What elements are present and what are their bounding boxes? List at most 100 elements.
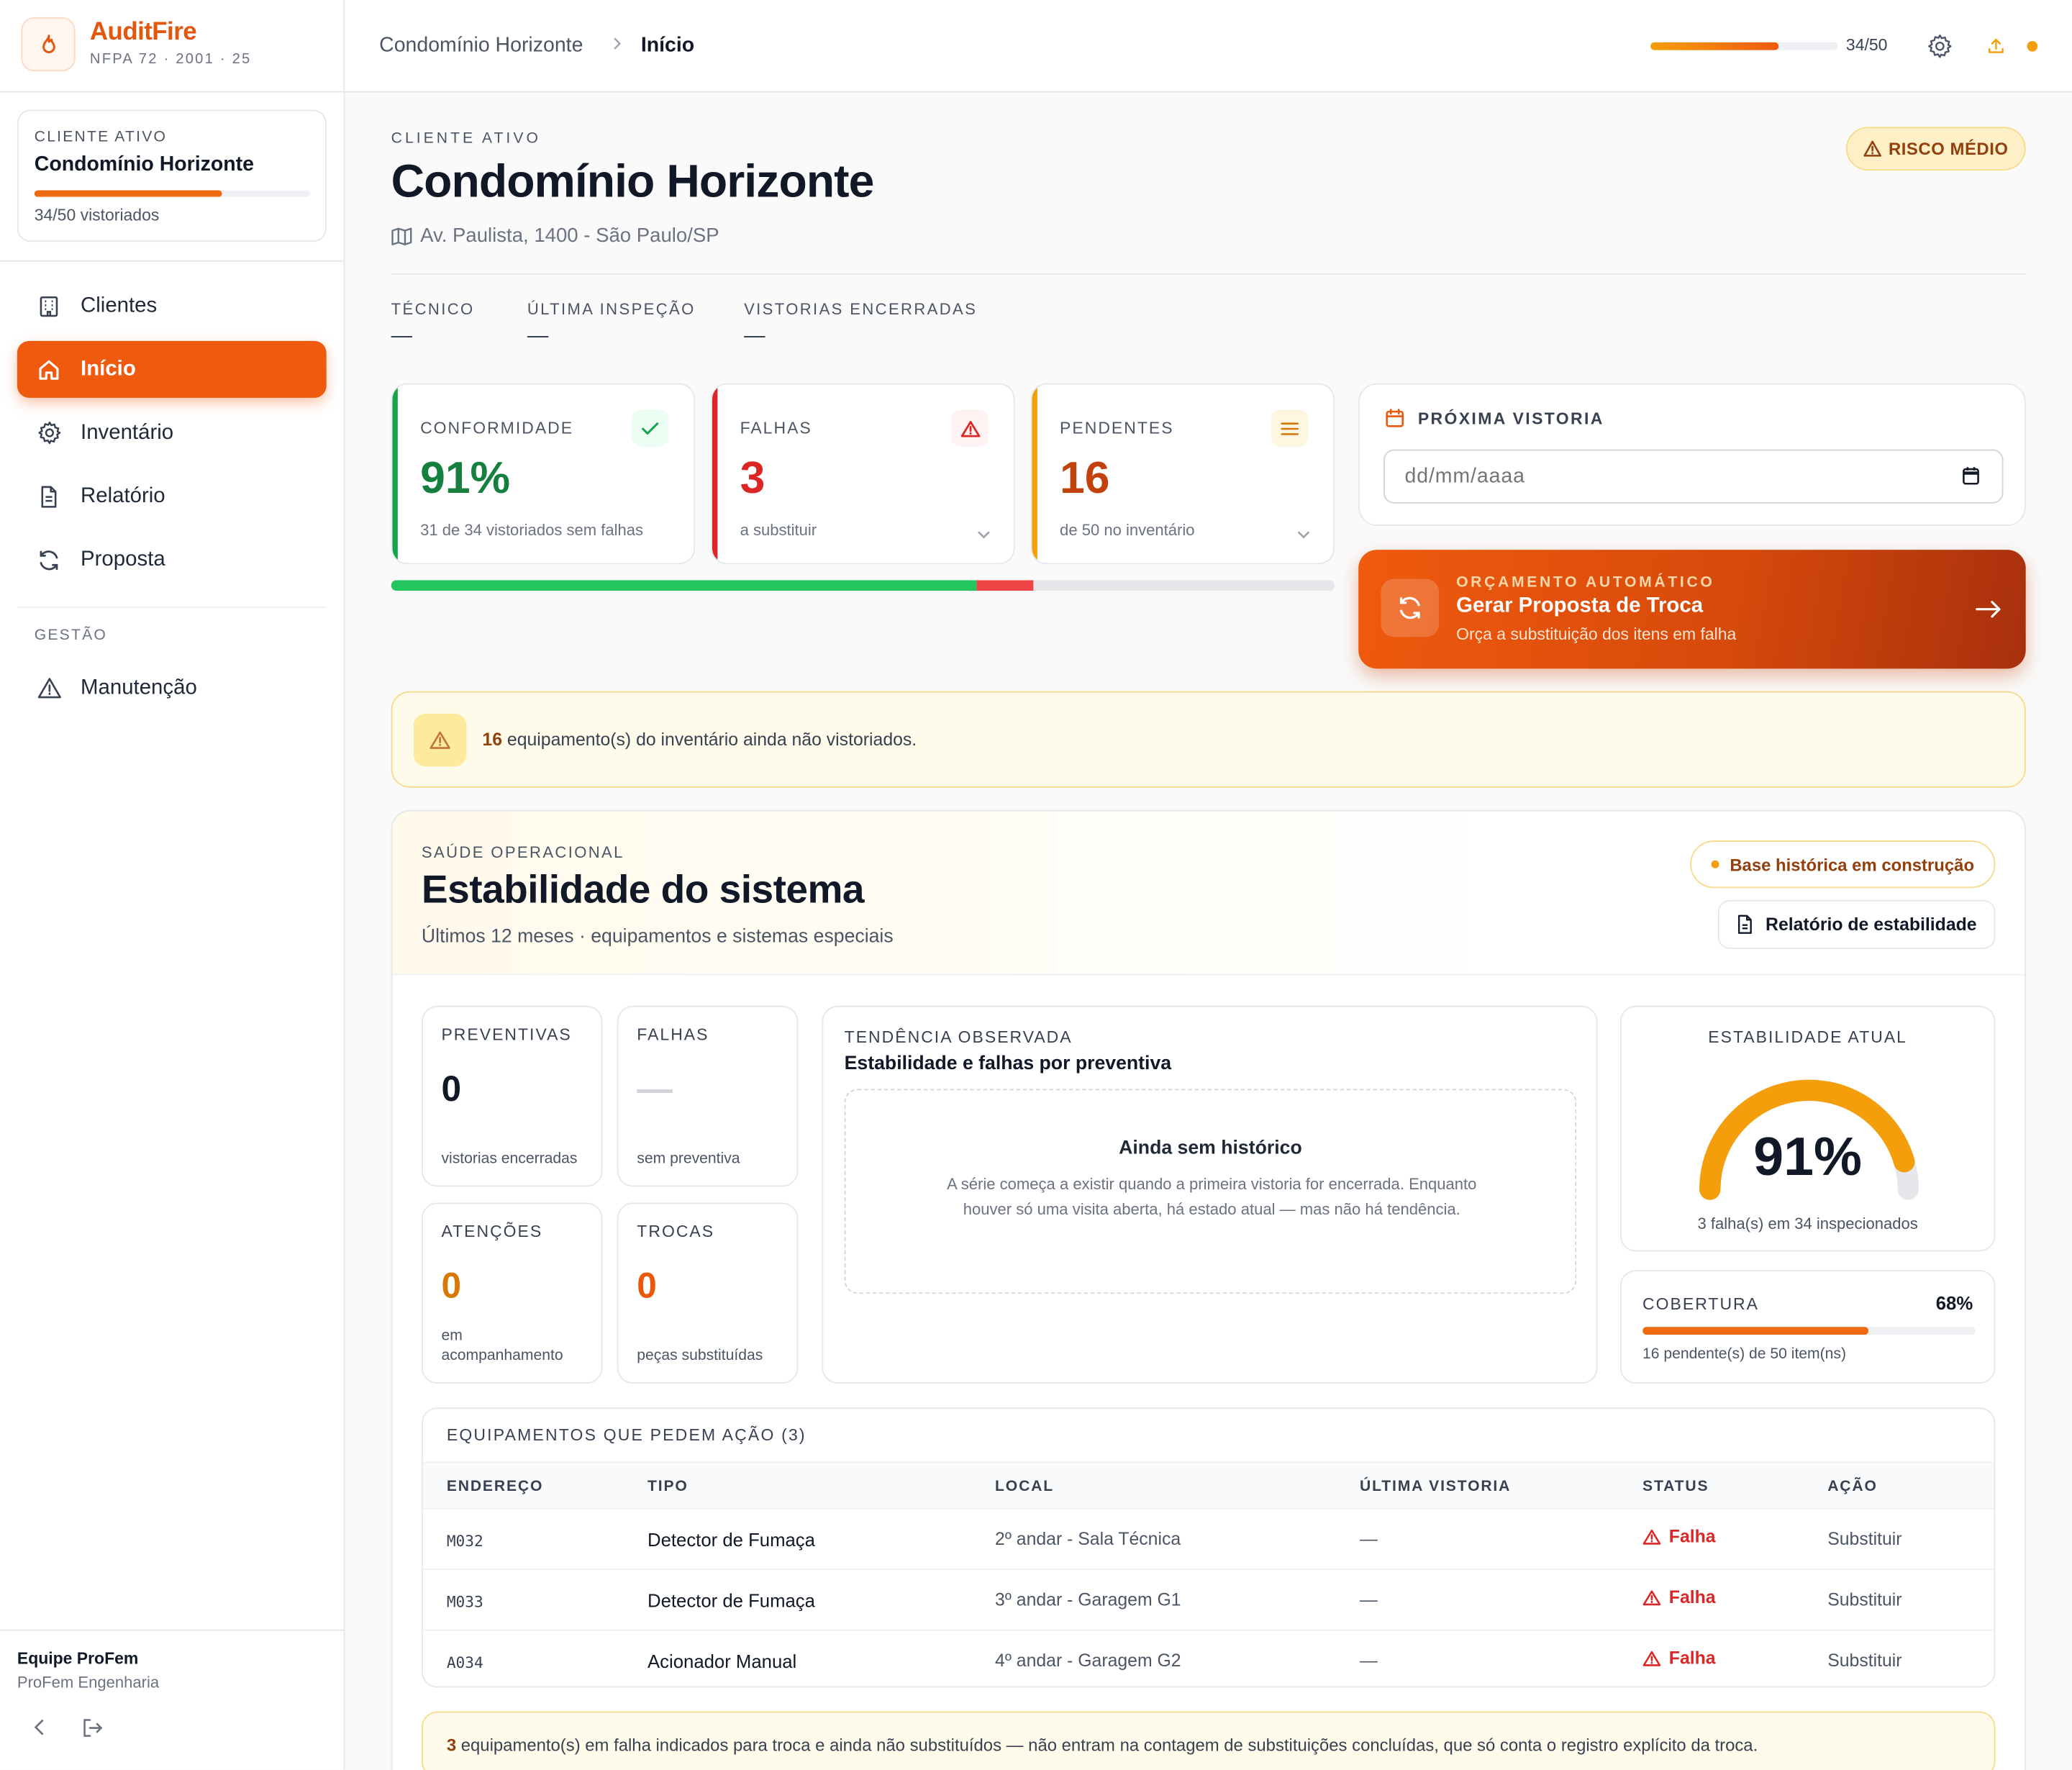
kpi-label: PENDENTES xyxy=(1060,419,1174,437)
trend-kicker: TENDÊNCIA OBSERVADA xyxy=(844,1027,1073,1047)
header-progress-fill xyxy=(1650,42,1778,50)
stat-label: ATENÇÕES xyxy=(441,1222,543,1241)
sidebar-item-label: Relatório xyxy=(81,484,165,507)
stat-label: FALHAS xyxy=(637,1025,709,1045)
document-icon xyxy=(36,483,63,509)
table-row[interactable]: M032 Detector de Fumaça 2º andar - Sala … xyxy=(422,1507,1994,1569)
table-row[interactable]: A034 Acionador Manual 4º andar - Garagem… xyxy=(422,1629,1994,1687)
chevron-down-icon[interactable] xyxy=(976,522,991,546)
sidebar-item-inventario[interactable]: Inventário xyxy=(17,404,327,461)
settings-button[interactable] xyxy=(1927,33,1953,66)
gauge-label: ESTABILIDADE ATUAL xyxy=(1708,1027,1907,1047)
uninspected-warning: 16 equipamento(s) do inventário ainda nã… xyxy=(391,691,2026,788)
sidebar-item-proposta[interactable]: Proposta xyxy=(17,531,327,588)
header-progress-count: 34/50 xyxy=(1845,35,1888,55)
column-header: AÇÃO xyxy=(1827,1479,1878,1495)
breadcrumb-current: Início xyxy=(640,34,695,57)
footnote-message: equipamento(s) em falha indicados para t… xyxy=(456,1735,1758,1756)
stability-title: Estabilidade do sistema xyxy=(421,868,865,912)
alert-triangle-icon xyxy=(1642,1589,1661,1605)
kpi-label: FALHAS xyxy=(740,419,812,437)
header-progress-bar xyxy=(1650,42,1838,50)
alert-triangle-icon xyxy=(1642,1650,1661,1666)
replace-action-link[interactable]: Substituir xyxy=(1827,1589,1902,1610)
replace-action-link[interactable]: Substituir xyxy=(1827,1651,1902,1671)
table-title: EQUIPAMENTOS QUE PEDEM AÇÃO (3) xyxy=(446,1425,806,1445)
gear-icon xyxy=(1928,35,1952,58)
table-row[interactable]: M033 Detector de Fumaça 3º andar - Garag… xyxy=(422,1569,1994,1629)
kpi-sub: a substituir xyxy=(740,520,817,540)
top-bar: Condomínio Horizonte Início 34/50 xyxy=(345,0,2072,93)
risk-badge-label: RISCO MÉDIO xyxy=(1888,138,2009,159)
sidebar-item-relatorio[interactable]: Relatório xyxy=(17,468,327,525)
collapse-sidebar-button[interactable] xyxy=(32,1718,47,1743)
status-badge: Falha xyxy=(1642,1526,1716,1546)
next-inspection-date-input[interactable] xyxy=(1383,449,2004,504)
cell-address: M033 xyxy=(446,1592,483,1611)
action-equipment-table: EQUIPAMENTOS QUE PEDEM AÇÃO (3) ENDEREÇO… xyxy=(421,1407,1996,1688)
generate-proposal-button[interactable]: ORÇAMENTO AUTOMÁTICO Gerar Proposta de T… xyxy=(1358,550,2026,669)
footnote-text: 3 equipamento(s) em falha indicados para… xyxy=(447,1735,1758,1756)
stat-sub: peças substituídas xyxy=(637,1348,763,1364)
footnote-count: 3 xyxy=(446,1735,457,1756)
sidebar-item-label: Manutenção xyxy=(81,676,197,699)
cell-type: Detector de Fumaça xyxy=(648,1589,815,1611)
table-header: ENDEREÇO TIPO LOCAL ÚLTIMA VISTORIA STAT… xyxy=(422,1461,1994,1508)
export-button[interactable] xyxy=(1987,37,2004,60)
stability-header: SAÚDE OPERACIONAL Estabilidade do sistem… xyxy=(392,811,2025,976)
column-header: STATUS xyxy=(1642,1479,1709,1495)
brand-name: AuditFire xyxy=(89,18,197,47)
stability-gauge xyxy=(1699,1079,1919,1200)
stability-gauge-card: ESTABILIDADE ATUAL 91% 3 falha(s) em 34 … xyxy=(1619,1005,1996,1252)
sidebar-item-clientes[interactable]: Clientes xyxy=(17,278,327,335)
cell-last-inspection: — xyxy=(1360,1589,1378,1610)
replace-action-link[interactable]: Substituir xyxy=(1827,1529,1902,1549)
kpi-pendentes[interactable]: PENDENTES 16 de 50 no inventário xyxy=(1030,383,1335,565)
client-address: Av. Paulista, 1400 - São Paulo/SP xyxy=(391,224,719,247)
logout-icon xyxy=(83,1719,103,1737)
stat-sub: vistorias encerradas xyxy=(441,1150,578,1167)
active-client-card[interactable]: CLIENTE ATIVO Condomínio Horizonte 34/50… xyxy=(17,109,327,242)
stability-panel: SAÚDE OPERACIONAL Estabilidade do sistem… xyxy=(391,809,2026,1770)
bar-segment-fail xyxy=(976,580,1033,591)
chevron-down-icon[interactable] xyxy=(1296,522,1311,546)
gauge-value: 91% xyxy=(1753,1125,1863,1187)
meta-ultima-inspecao-label: ÚLTIMA INSPEÇÃO xyxy=(527,299,696,319)
divider xyxy=(0,91,345,93)
sidebar-item-inicio[interactable]: Início xyxy=(17,340,327,398)
kpi-falhas[interactable]: FALHAS 3 a substituir xyxy=(711,383,1015,565)
stat-value: 0 xyxy=(637,1266,657,1306)
home-icon xyxy=(36,356,63,383)
client-progress-fill xyxy=(34,190,222,197)
breadcrumb-client[interactable]: Condomínio Horizonte xyxy=(379,34,583,57)
warning-message: equipamento(s) do inventário ainda não v… xyxy=(502,729,917,750)
calendar-icon xyxy=(1385,409,1405,435)
status-label: Falha xyxy=(1668,1526,1716,1546)
sidebar-item-manutencao[interactable]: Manutenção xyxy=(17,660,327,717)
status-dot xyxy=(2027,40,2038,52)
coverage-label: COBERTURA xyxy=(1642,1295,1759,1314)
page-title: Condomínio Horizonte xyxy=(391,155,875,208)
refresh-icon xyxy=(1381,578,1440,637)
kpi-value: 3 xyxy=(740,453,765,504)
client-address-text: Av. Paulista, 1400 - São Paulo/SP xyxy=(420,224,719,248)
logout-button[interactable] xyxy=(82,1718,103,1745)
coverage-bar xyxy=(1642,1327,1976,1335)
stat-value: 0 xyxy=(441,1068,462,1109)
stability-report-button[interactable]: Relatório de estabilidade xyxy=(1717,899,1996,949)
kpi-accent xyxy=(1032,384,1037,563)
logo[interactable] xyxy=(21,17,76,72)
date-picker-button[interactable] xyxy=(1963,466,1980,491)
stat-sub: sem preventiva xyxy=(637,1150,740,1167)
gear-icon xyxy=(36,419,63,446)
next-inspection-card: PRÓXIMA VISTORIA xyxy=(1358,383,2026,527)
coverage-card: COBERTURA 68% 16 pendente(s) de 50 item(… xyxy=(1619,1270,1996,1384)
document-icon xyxy=(1738,914,1753,934)
upload-icon xyxy=(1989,38,2004,53)
kpi-value: 91% xyxy=(420,453,511,504)
warning-text: 16 equipamento(s) do inventário ainda nã… xyxy=(482,730,917,750)
divider xyxy=(0,260,345,262)
kpi-conformidade: CONFORMIDADE 91% 31 de 34 vistoriados se… xyxy=(391,383,696,565)
cta-kicker: ORÇAMENTO AUTOMÁTICO xyxy=(1456,574,1715,591)
